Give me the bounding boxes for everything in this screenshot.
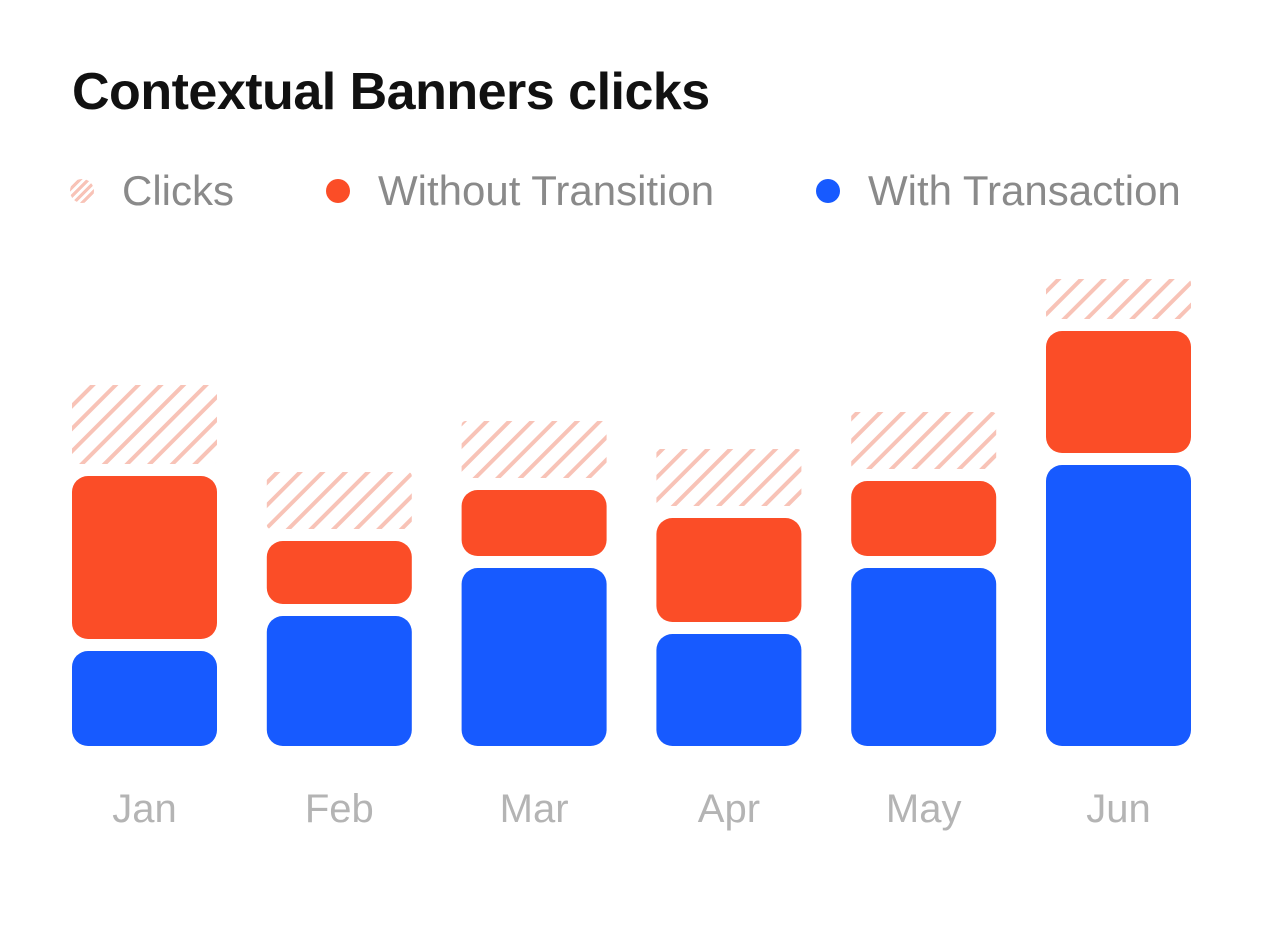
chart-title: Contextual Banners clicks	[72, 63, 710, 121]
x-axis-labels: Jan Feb Mar Apr May Jun	[112, 787, 1151, 831]
bar-without-transition-jun	[1046, 331, 1191, 453]
bar-without-transition-may	[851, 481, 997, 556]
bar-clicks-may	[851, 412, 997, 469]
legend-label-without-transition: Without Transition	[378, 167, 715, 214]
bar-without-transition-feb	[266, 541, 412, 604]
bar-with-transaction-jun	[1046, 465, 1191, 746]
bar-clicks-feb	[266, 472, 412, 529]
legend-swatch-clicks	[70, 179, 94, 203]
legend-item-with-transaction: With Transaction	[816, 166, 1181, 216]
legend-swatch-with-transaction	[816, 179, 840, 203]
x-tick-label-jan: Jan	[112, 787, 177, 831]
bar-without-transition-jan	[72, 476, 217, 639]
x-tick-label-jun: Jun	[1086, 787, 1151, 831]
x-tick-label-may: May	[886, 787, 962, 831]
bar-without-transition-apr	[656, 518, 802, 622]
bar-clicks-jan	[72, 385, 217, 464]
bars-group	[72, 279, 1191, 746]
bar-with-transaction-jan	[72, 651, 217, 746]
bar-with-transaction-mar	[461, 568, 607, 746]
bar-clicks-jun	[1046, 279, 1191, 319]
x-tick-label-feb: Feb	[305, 787, 374, 831]
chart-legend: Clicks Without Transition With Transacti…	[0, 166, 1278, 216]
x-tick-label-apr: Apr	[698, 787, 760, 831]
bar-without-transition-mar	[461, 490, 607, 556]
legend-label-clicks: Clicks	[122, 167, 234, 214]
legend-swatch-without-transition	[326, 179, 350, 203]
legend-item-clicks: Clicks	[70, 166, 234, 216]
bar-with-transaction-apr	[656, 634, 802, 746]
x-tick-label-mar: Mar	[500, 787, 569, 831]
legend-label-with-transaction: With Transaction	[868, 167, 1181, 214]
legend-item-without-transition: Without Transition	[326, 166, 714, 216]
bar-with-transaction-may	[851, 568, 997, 746]
bar-clicks-apr	[656, 449, 802, 506]
bar-with-transaction-feb	[266, 616, 412, 746]
bar-clicks-mar	[461, 421, 607, 478]
